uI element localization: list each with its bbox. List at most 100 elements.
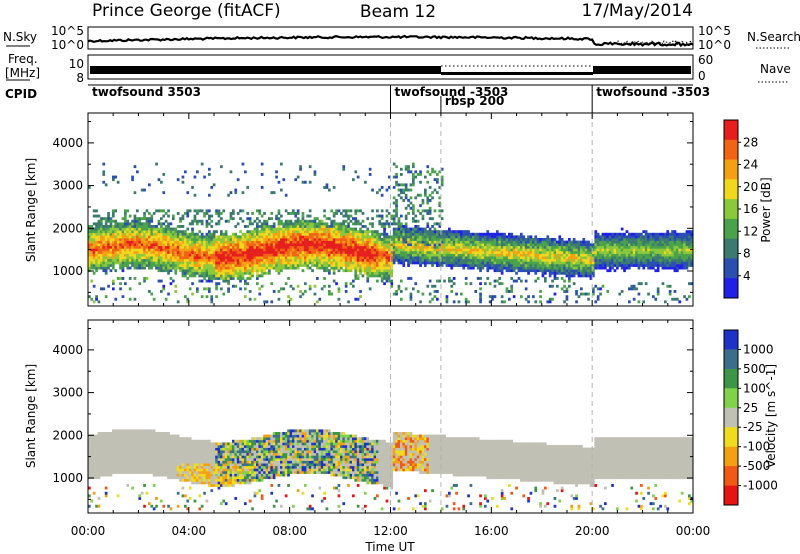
power-cell xyxy=(690,235,693,239)
power-cell xyxy=(186,266,190,270)
power-cell xyxy=(616,248,619,252)
power-cell xyxy=(625,248,629,252)
power-cell xyxy=(436,232,439,236)
power-cell xyxy=(114,245,118,249)
power-cell xyxy=(114,261,118,265)
power-cell xyxy=(366,279,370,283)
power-cell xyxy=(186,261,190,265)
power-cell xyxy=(572,258,576,262)
power-cell xyxy=(232,251,235,254)
power-cell xyxy=(284,264,288,267)
power-cell xyxy=(236,238,240,241)
power-cell xyxy=(371,261,374,265)
power-cell xyxy=(688,232,691,236)
power-cell xyxy=(644,261,648,265)
power-cell xyxy=(232,271,235,275)
power-cell xyxy=(97,300,101,304)
power-cell xyxy=(246,232,250,236)
power-cell xyxy=(673,243,677,247)
power-cell xyxy=(332,238,336,241)
power-cell xyxy=(210,297,214,301)
power-cell xyxy=(121,232,125,236)
power-cell xyxy=(308,232,312,236)
power-cell xyxy=(412,206,415,210)
power-cell xyxy=(565,258,569,262)
power-cell xyxy=(196,235,199,239)
power-cell xyxy=(397,256,401,260)
power-cell xyxy=(664,256,667,260)
power-cell xyxy=(388,222,391,226)
power-cell xyxy=(143,261,146,265)
power-cell xyxy=(347,264,350,267)
power-cell xyxy=(424,256,427,260)
power-cell xyxy=(311,248,314,252)
power-cell xyxy=(472,235,475,239)
power-cell xyxy=(289,284,293,288)
power-cell xyxy=(191,258,194,262)
power-cell xyxy=(107,264,110,267)
power-cell xyxy=(539,238,542,241)
power-cell xyxy=(229,266,233,270)
power-cell xyxy=(208,290,211,293)
power-cell xyxy=(685,248,689,252)
power-cell xyxy=(121,222,125,226)
power-cell xyxy=(388,253,391,257)
power-cell xyxy=(155,209,158,213)
power-cell xyxy=(659,232,662,236)
power-cell xyxy=(342,222,346,226)
power-cell xyxy=(140,235,144,239)
power-cell xyxy=(337,256,341,260)
power-cell xyxy=(371,188,374,192)
power-cell xyxy=(109,227,113,231)
power-cell xyxy=(601,235,605,239)
power-cell xyxy=(522,261,526,265)
power-cell xyxy=(347,243,350,247)
power-cell xyxy=(301,240,305,244)
power-cell xyxy=(196,170,199,174)
power-cell xyxy=(445,248,449,252)
power-cell xyxy=(256,222,259,226)
power-cell xyxy=(560,258,564,262)
power-cell xyxy=(133,243,137,247)
power-cell xyxy=(618,256,622,260)
power-cell xyxy=(397,219,401,223)
power-cell xyxy=(395,248,398,252)
power-cell xyxy=(328,292,331,296)
power-cell xyxy=(191,282,194,286)
power-cell xyxy=(690,264,693,267)
power-cell xyxy=(121,217,125,221)
power-cell xyxy=(498,256,502,260)
power-cell xyxy=(92,248,96,252)
power-cell xyxy=(308,227,312,231)
power-cell xyxy=(210,300,214,304)
power-cell xyxy=(176,178,180,182)
power-cell xyxy=(335,253,338,257)
power-cell xyxy=(148,222,151,226)
power-cell xyxy=(164,230,168,234)
power-cell xyxy=(126,256,130,260)
power-cell xyxy=(253,264,257,267)
power-cell xyxy=(167,256,170,260)
power-cell xyxy=(287,245,290,249)
power-cell xyxy=(661,248,665,252)
power-cell xyxy=(428,253,432,257)
power-cell xyxy=(104,269,108,273)
power-cell xyxy=(126,266,130,270)
power-cell xyxy=(296,253,300,257)
power-cell xyxy=(484,282,487,286)
power-cell xyxy=(582,292,586,296)
power-cell xyxy=(184,274,187,278)
power-cell xyxy=(515,235,518,239)
power-cell xyxy=(568,238,571,241)
power-cell xyxy=(390,264,394,267)
power-cell xyxy=(596,256,600,260)
power-cell xyxy=(138,222,142,226)
power-cell xyxy=(368,274,372,278)
power-cell xyxy=(356,256,360,260)
power-cell xyxy=(320,238,324,241)
power-cell xyxy=(630,264,634,267)
power-cell xyxy=(668,290,672,293)
power-cell xyxy=(258,232,262,236)
power-cell xyxy=(553,253,557,257)
power-cell xyxy=(88,227,91,231)
